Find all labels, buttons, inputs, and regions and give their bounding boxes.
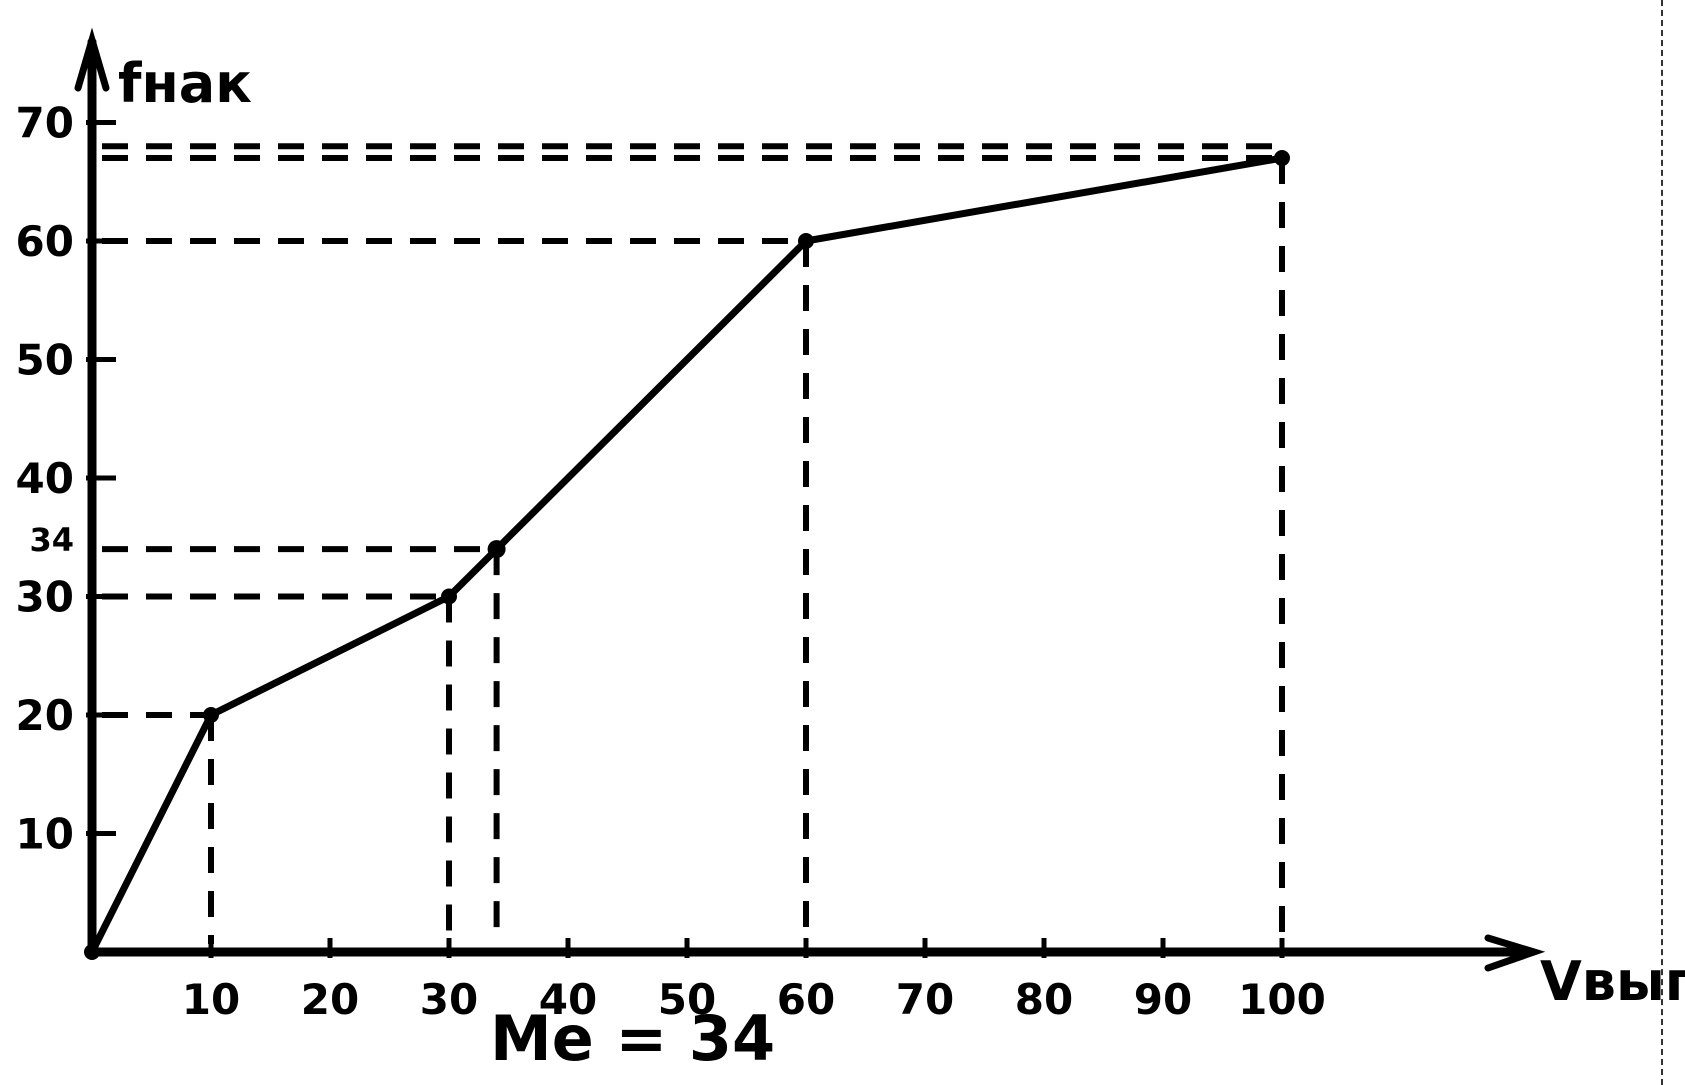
- median-annotation: Me = 34: [490, 1002, 775, 1075]
- x-tick-label: 80: [1015, 975, 1073, 1024]
- x-tick-label: 60: [777, 975, 835, 1024]
- y-tick-label: 10: [16, 810, 74, 859]
- x-tick-label: 40: [539, 975, 597, 1024]
- x-tick-label: 20: [301, 975, 359, 1024]
- data-point: [84, 944, 100, 960]
- y-axis-arrow-icon: [74, 27, 110, 92]
- x-tick-label: 10: [182, 975, 240, 1024]
- data-point: [203, 707, 219, 723]
- y-tick-label: 34: [29, 521, 74, 559]
- tick-marks: [86, 120, 1285, 958]
- y-axis-label: fнак: [118, 52, 252, 115]
- median-point: [487, 540, 506, 559]
- x-tick-label: 50: [658, 975, 716, 1024]
- y-tick-label: 30: [16, 573, 74, 622]
- data-points: [84, 150, 1290, 960]
- series-line: [88, 154, 1286, 956]
- tick-labels: 10 20 30 40 50 60 70 80 90 100 10 20 30 34 40 50 60 70: [16, 99, 1326, 1025]
- page-border-line: [1661, 0, 1663, 1085]
- data-point: [1274, 150, 1290, 167]
- x-tick-label: 100: [1238, 975, 1326, 1024]
- guide-lines: [102, 143, 1285, 944]
- x-axis-label: Vвып: [1540, 950, 1685, 1013]
- x-tick-label: 30: [420, 975, 478, 1024]
- data-point: [798, 233, 814, 249]
- y-tick-label: 70: [16, 99, 74, 148]
- y-tick-label: 40: [16, 454, 74, 503]
- y-tick-label: 20: [16, 691, 74, 740]
- y-tick-label: 50: [16, 336, 74, 385]
- data-point: [441, 588, 457, 605]
- x-tick-label: 70: [896, 975, 954, 1024]
- series-line-group: [88, 154, 1286, 956]
- y-tick-label: 60: [16, 217, 74, 266]
- x-tick-label: 90: [1134, 975, 1192, 1024]
- x-axis-arrow-icon: [1484, 934, 1546, 972]
